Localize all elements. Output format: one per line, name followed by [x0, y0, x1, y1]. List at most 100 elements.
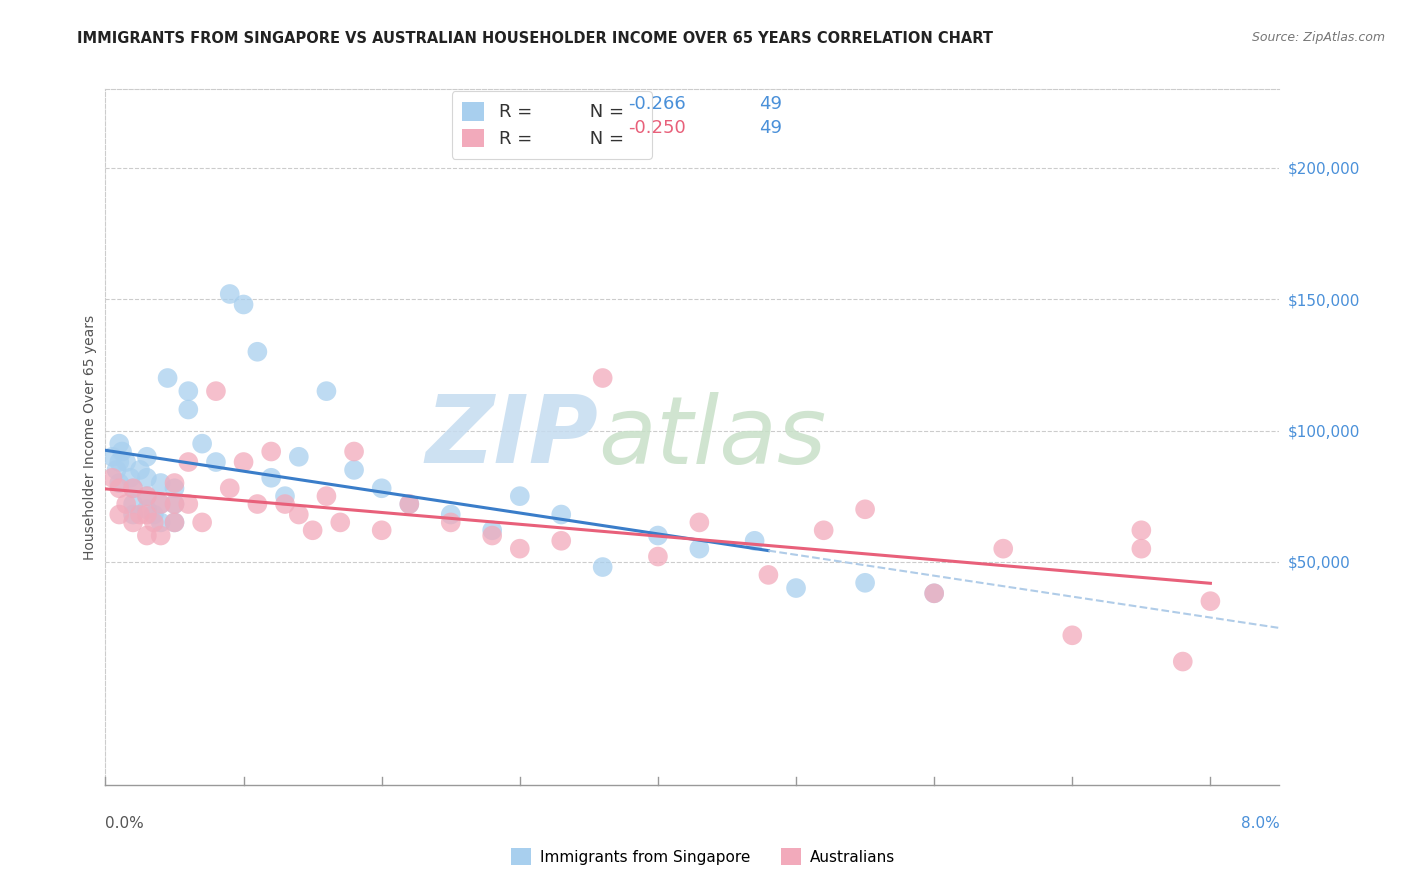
Point [343, 463, 366, 477]
Point [135, 528, 157, 542]
Point [592, 371, 614, 385]
Point [120, 471, 142, 485]
Point [218, 287, 240, 301]
Point [149, 476, 172, 491]
Point [115, 497, 138, 511]
Text: 8.0%: 8.0% [1240, 816, 1279, 830]
Text: -0.250: -0.250 [628, 119, 686, 136]
Point [191, 436, 214, 450]
Point [440, 516, 463, 530]
Point [758, 568, 780, 582]
Point [688, 541, 710, 556]
Point [108, 476, 131, 491]
Point [853, 575, 876, 590]
Point [301, 523, 323, 537]
Point [509, 489, 531, 503]
Point [115, 455, 138, 469]
Y-axis label: Householder Income Over 65 years: Householder Income Over 65 years [83, 315, 97, 559]
Text: 0.0%: 0.0% [105, 816, 145, 830]
Point [288, 450, 311, 464]
Point [163, 481, 186, 495]
Point [105, 463, 128, 477]
Point [315, 489, 337, 503]
Point [135, 489, 157, 503]
Point [108, 508, 131, 522]
Point [129, 508, 152, 522]
Point [108, 481, 131, 495]
Point [205, 384, 228, 398]
Point [288, 508, 311, 522]
Point [135, 450, 157, 464]
Point [246, 344, 269, 359]
Point [922, 586, 945, 600]
Point [315, 384, 337, 398]
Point [218, 481, 240, 495]
Point [370, 481, 392, 495]
Point [142, 516, 165, 530]
Point [550, 508, 572, 522]
Point [111, 444, 134, 458]
Point [122, 508, 145, 522]
Point [101, 471, 124, 485]
Point [205, 455, 228, 469]
Point [274, 489, 297, 503]
Point [122, 497, 145, 511]
Point [163, 516, 186, 530]
Point [481, 523, 503, 537]
Point [101, 450, 124, 464]
Point [481, 528, 503, 542]
Text: IMMIGRANTS FROM SINGAPORE VS AUSTRALIAN HOUSEHOLDER INCOME OVER 65 YEARS CORRELA: IMMIGRANTS FROM SINGAPORE VS AUSTRALIAN … [77, 31, 993, 46]
Point [260, 444, 283, 458]
Point [177, 497, 200, 511]
Text: atlas: atlas [599, 392, 827, 483]
Text: 49: 49 [759, 119, 782, 136]
Text: ZIP: ZIP [426, 391, 599, 483]
Point [274, 497, 297, 511]
Text: Source: ZipAtlas.com: Source: ZipAtlas.com [1251, 31, 1385, 45]
Point [1130, 541, 1153, 556]
Point [1130, 523, 1153, 537]
Point [398, 497, 420, 511]
Point [135, 502, 157, 516]
Point [135, 471, 157, 485]
Point [108, 455, 131, 469]
Point [440, 508, 463, 522]
Point [122, 481, 145, 495]
Point [329, 516, 352, 530]
Legend: R =          N =   , R =          N =   : R = N = , R = N = [451, 91, 651, 159]
Point [550, 533, 572, 548]
Point [108, 436, 131, 450]
Point [260, 471, 283, 485]
Point [922, 586, 945, 600]
Point [149, 528, 172, 542]
Point [129, 463, 152, 477]
Text: -0.266: -0.266 [628, 95, 686, 113]
Point [1199, 594, 1222, 608]
Point [156, 371, 179, 385]
Point [246, 497, 269, 511]
Point [1062, 628, 1084, 642]
Point [647, 528, 669, 542]
Point [1171, 655, 1194, 669]
Point [232, 297, 254, 311]
Point [163, 497, 186, 511]
Point [688, 516, 710, 530]
Point [177, 402, 200, 417]
Point [592, 560, 614, 574]
Point [370, 523, 392, 537]
Point [232, 455, 254, 469]
Point [343, 444, 366, 458]
Point [149, 497, 172, 511]
Point [163, 476, 186, 491]
Point [647, 549, 669, 564]
Point [509, 541, 531, 556]
Point [122, 481, 145, 495]
Point [177, 384, 200, 398]
Point [813, 523, 835, 537]
Point [135, 489, 157, 503]
Point [993, 541, 1015, 556]
Point [191, 516, 214, 530]
Text: 49: 49 [759, 95, 782, 113]
Point [149, 516, 172, 530]
Point [142, 508, 165, 522]
